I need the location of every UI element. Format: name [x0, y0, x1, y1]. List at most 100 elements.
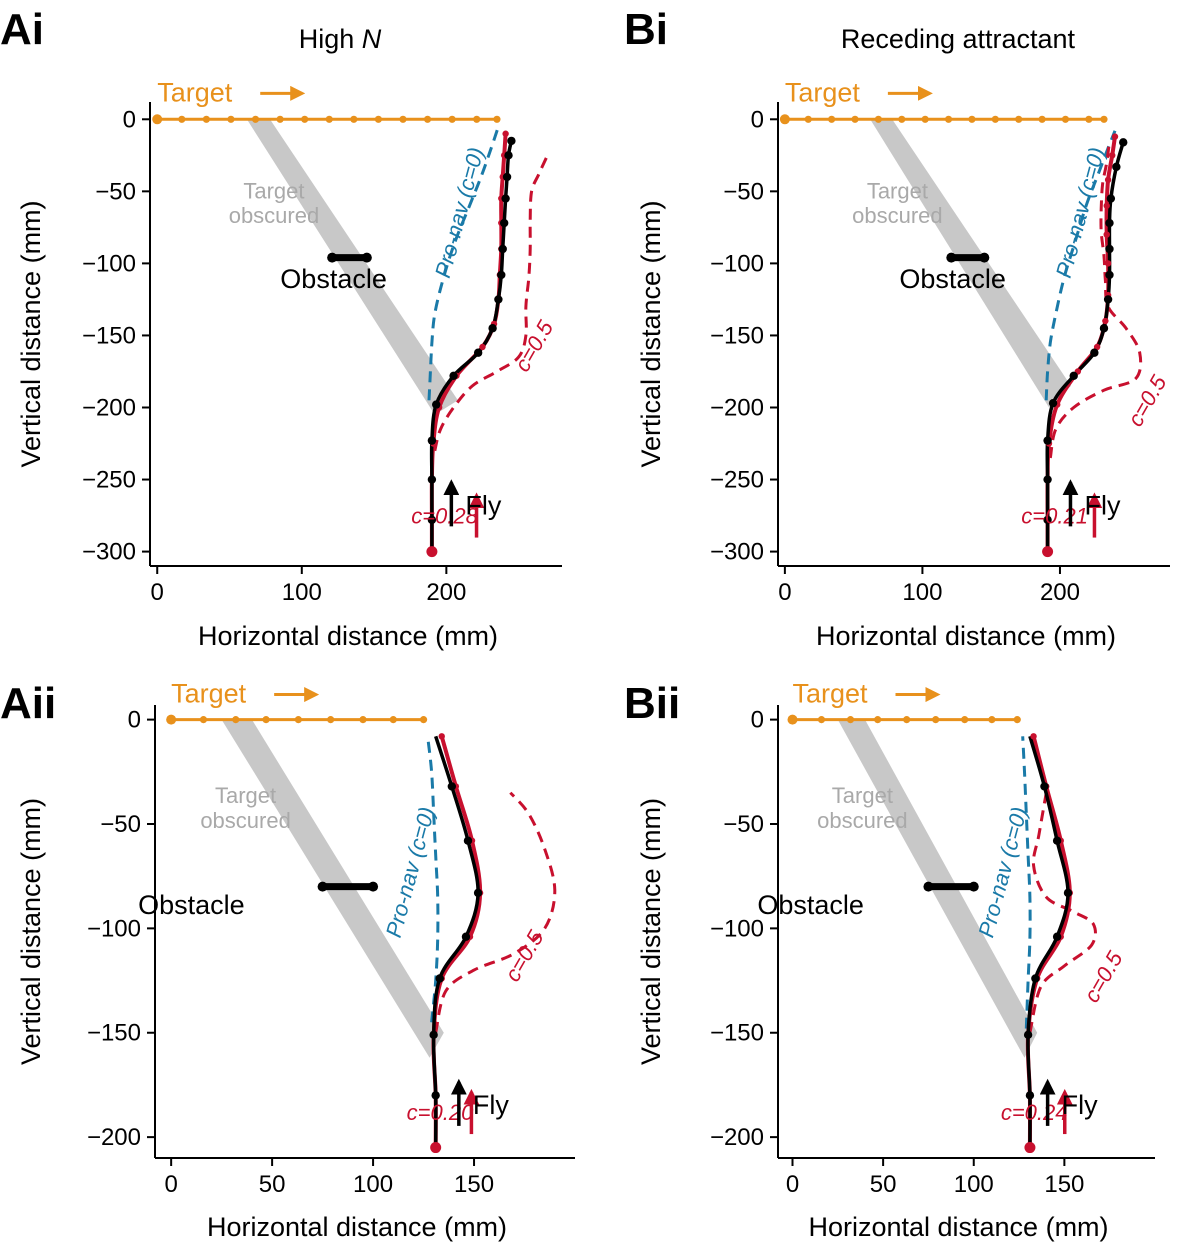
fly-marker — [432, 400, 441, 409]
pronav-trajectory — [427, 126, 500, 401]
start-marker — [1024, 1142, 1036, 1154]
fly-marker — [427, 475, 437, 484]
c-fit-label: c=0.20 — [407, 1100, 474, 1125]
target-obscured-label: Target — [867, 179, 928, 204]
x-axis-label: Horizontal distance (mm) — [207, 1212, 507, 1242]
fly-marker — [449, 371, 458, 380]
target-marker — [399, 115, 407, 123]
target-obscured-label: obscured — [200, 808, 291, 833]
obstacle-label: Obstacle — [280, 264, 387, 294]
pronav-label: Pro-nav (c=0) — [973, 804, 1032, 940]
target-marker — [448, 115, 456, 123]
y-tick-label: −200 — [87, 1124, 141, 1151]
target-obscured-label: Target — [243, 179, 304, 204]
model-marker — [1104, 260, 1112, 267]
y-tick-label: −150 — [710, 1020, 764, 1047]
fly-marker — [507, 136, 516, 146]
fly-marker — [1063, 888, 1073, 898]
target-marker — [202, 115, 210, 123]
x-tick-label: 100 — [902, 579, 942, 606]
x-tick-label: 150 — [1044, 1171, 1084, 1198]
target-marker — [178, 115, 186, 123]
c-half-trajectory — [434, 791, 557, 1034]
target-marker — [903, 716, 911, 724]
target-marker — [227, 115, 235, 123]
fly-marker — [497, 270, 506, 280]
fly-label: Fly — [465, 490, 501, 520]
fly-marker — [1099, 324, 1109, 333]
target-label: Target — [793, 679, 869, 709]
target-marker — [921, 115, 929, 123]
y-tick-label: −50 — [95, 178, 136, 205]
y-axis-label: Vertical distance (mm) — [16, 200, 46, 467]
c-half-trajectory — [1028, 792, 1097, 1034]
target-marker — [874, 716, 882, 724]
target-label: Target — [157, 77, 233, 107]
panel-bii: 0 −50 −100 −150 −200 0 50 100 150 Horizontal dist… — [636, 679, 1155, 1242]
target-marker — [817, 716, 826, 724]
fly-marker — [473, 888, 483, 898]
c-half-trajectory — [1048, 140, 1143, 459]
fly-trajectory — [431, 735, 480, 1148]
y-tick-label: −250 — [82, 467, 136, 494]
fly-marker — [499, 218, 509, 228]
model-marker — [502, 130, 509, 137]
fly-marker — [429, 1030, 438, 1040]
start-marker — [426, 546, 438, 558]
fly-marker — [1103, 295, 1113, 304]
x-axis-label: Horizontal distance (mm) — [198, 621, 498, 651]
y-tick-label: 0 — [751, 106, 764, 133]
panel-letter-ai: Ai — [0, 5, 44, 54]
target-marker — [898, 115, 906, 123]
x-tick-label: 50 — [259, 1171, 286, 1198]
obstacle-end — [361, 252, 372, 263]
fly-marker — [1105, 270, 1114, 280]
fly-marker — [488, 324, 497, 333]
c-half-trajectory — [433, 154, 549, 452]
target-marker — [419, 716, 428, 724]
obstacle-end — [979, 252, 990, 263]
column-title-high-n: High N — [299, 24, 382, 54]
target-marker — [1038, 115, 1046, 123]
target-marker — [389, 716, 397, 724]
fly-marker — [1023, 1030, 1033, 1040]
model-marker — [1104, 176, 1112, 184]
y-tick-label: −150 — [710, 322, 764, 349]
x-tick-label: 200 — [426, 579, 466, 606]
y-tick-label: −250 — [710, 467, 764, 494]
fly-marker — [1105, 244, 1114, 254]
target-marker — [199, 716, 208, 724]
target-marker — [991, 115, 999, 123]
obstacle-end — [923, 881, 934, 892]
y-tick-label: −200 — [82, 394, 136, 421]
fly-marker — [1112, 162, 1121, 172]
target-marker — [1061, 115, 1070, 123]
target-marker — [493, 115, 501, 123]
target-label: Target — [171, 679, 247, 709]
model-marker — [1093, 343, 1101, 351]
y-tick-label: −200 — [710, 1124, 764, 1151]
fly-marker — [498, 244, 507, 254]
fly-label: Fly — [1084, 490, 1120, 520]
y-tick-label: −300 — [710, 539, 764, 566]
fly-marker — [494, 295, 503, 304]
fly-marker — [1043, 475, 1052, 484]
y-tick-label: −50 — [723, 178, 764, 205]
fly-marker — [1052, 836, 1062, 845]
y-tick-label: −50 — [723, 811, 764, 838]
fly-marker — [1119, 138, 1128, 147]
fly-marker — [1048, 398, 1058, 408]
target-marker — [262, 716, 270, 724]
target-marker — [374, 115, 383, 123]
x-axis-label: Horizontal distance (mm) — [808, 1212, 1108, 1242]
target-marker — [804, 115, 812, 123]
y-tick-label: −150 — [87, 1020, 141, 1047]
target-marker — [1100, 115, 1108, 123]
c-fit-label: c=0.21 — [1021, 504, 1088, 529]
obstacle-label: Obstacle — [138, 890, 245, 920]
target-marker — [166, 714, 177, 725]
pronav-label: Pro-nav (c=0) — [1051, 145, 1110, 281]
fly-label: Fly — [1062, 1090, 1098, 1120]
fly-marker — [1069, 371, 1078, 380]
